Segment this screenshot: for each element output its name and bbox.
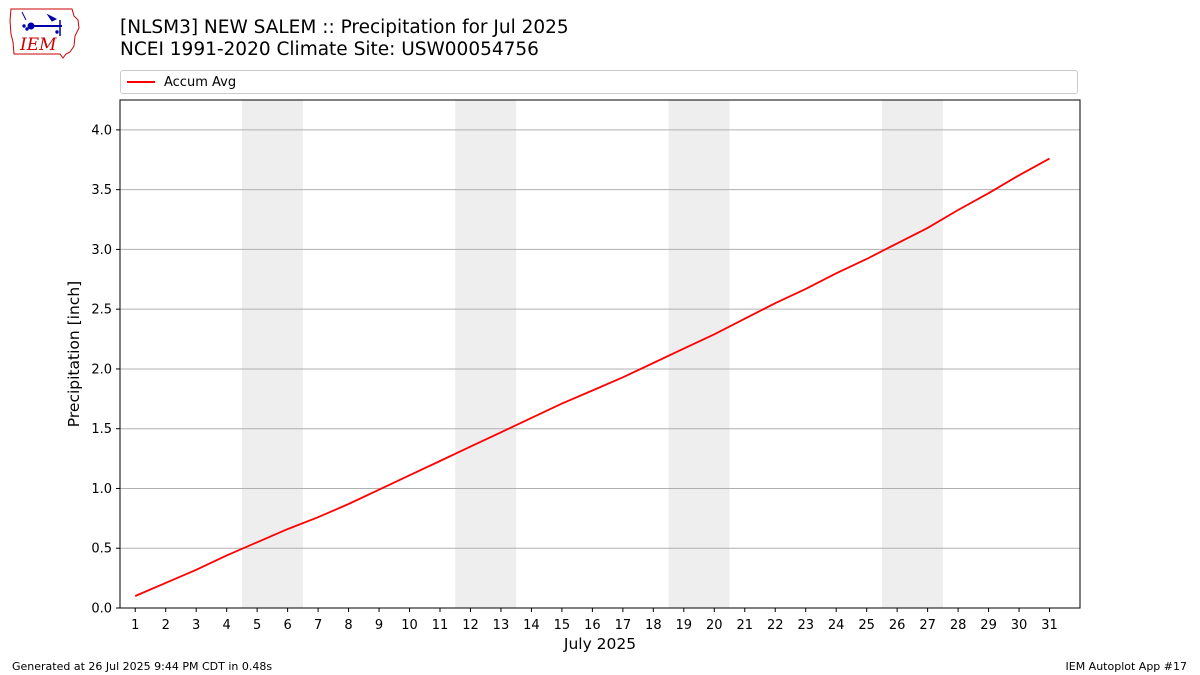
y-tick-label: 2.5 xyxy=(91,303,112,318)
weekend-band-4 xyxy=(881,100,943,608)
x-tick-label: 30 xyxy=(1011,618,1028,633)
x-tick-label: 9 xyxy=(375,618,383,633)
y-tick-label: 0.0 xyxy=(91,602,112,617)
weekend-band-2 xyxy=(455,100,517,608)
x-tick-label: 14 xyxy=(523,618,540,633)
x-tick-label: 17 xyxy=(615,618,632,633)
weather-station-icon xyxy=(21,11,62,36)
y-tick-label: 3.5 xyxy=(91,183,112,198)
x-tick-label: 5 xyxy=(253,618,261,633)
y-tick-label: 0.5 xyxy=(91,542,112,557)
x-tick-label: 6 xyxy=(283,618,291,633)
x-tick-label: 25 xyxy=(858,618,875,633)
weekend-band-3 xyxy=(668,100,730,608)
generated-timestamp: Generated at 26 Jul 2025 9:44 PM CDT in … xyxy=(12,660,273,673)
x-tick-label: 28 xyxy=(950,618,967,633)
x-tick-label: 7 xyxy=(314,618,322,633)
x-tick-label: 29 xyxy=(980,618,997,633)
x-tick-label: 16 xyxy=(584,618,601,633)
x-tick-label: 15 xyxy=(554,618,571,633)
chart-subtitle: NCEI 1991-2020 Climate Site: USW00054756 xyxy=(120,39,539,60)
y-tick-label: 1.0 xyxy=(91,482,112,497)
x-tick-label: 3 xyxy=(192,618,200,633)
x-tick-label: 21 xyxy=(736,618,753,633)
chart-title: [NLSM3] NEW SALEM :: Precipitation for J… xyxy=(120,17,569,38)
x-tick-label: 23 xyxy=(797,618,814,633)
y-tick-label: 4.0 xyxy=(91,123,112,138)
x-tick-label: 22 xyxy=(767,618,784,633)
plot-frame xyxy=(119,99,1081,609)
x-tick-label: 11 xyxy=(432,618,449,633)
legend: Accum Avg xyxy=(120,70,1078,94)
x-tick-label: 31 xyxy=(1041,618,1058,633)
app-credit: IEM Autoplot App #17 xyxy=(1065,660,1188,673)
x-axis-label: July 2025 xyxy=(563,635,636,653)
logo-text: IEM xyxy=(19,35,57,55)
x-tick-label: 4 xyxy=(223,618,231,633)
x-tick-label: 27 xyxy=(919,618,936,633)
iowa-outline-icon xyxy=(9,8,80,59)
x-tick-label: 10 xyxy=(401,618,418,633)
x-tick-label: 26 xyxy=(889,618,906,633)
x-tick-label: 8 xyxy=(344,618,352,633)
x-tick-label: 18 xyxy=(645,618,662,633)
x-tick-label: 20 xyxy=(706,618,723,633)
legend-swatch-accum-avg xyxy=(127,81,155,83)
series-line-accum-avg xyxy=(134,157,1050,597)
y-tick-label: 1.5 xyxy=(91,422,112,437)
weekend-band-1 xyxy=(241,100,303,608)
x-tick-label: 13 xyxy=(493,618,510,633)
x-tick-label: 24 xyxy=(828,618,845,633)
x-tick-label: 12 xyxy=(462,618,479,633)
iem-logo: IEM xyxy=(9,8,80,59)
legend-label-accum-avg: Accum Avg xyxy=(164,75,237,90)
y-tick-label: 2.0 xyxy=(91,362,112,377)
x-tick-label: 2 xyxy=(162,618,170,633)
x-tick-label: 1 xyxy=(131,618,139,633)
x-tick-label: 19 xyxy=(676,618,693,633)
y-axis-label: Precipitation [inch] xyxy=(65,281,83,427)
y-tick-label: 3.0 xyxy=(91,243,112,258)
